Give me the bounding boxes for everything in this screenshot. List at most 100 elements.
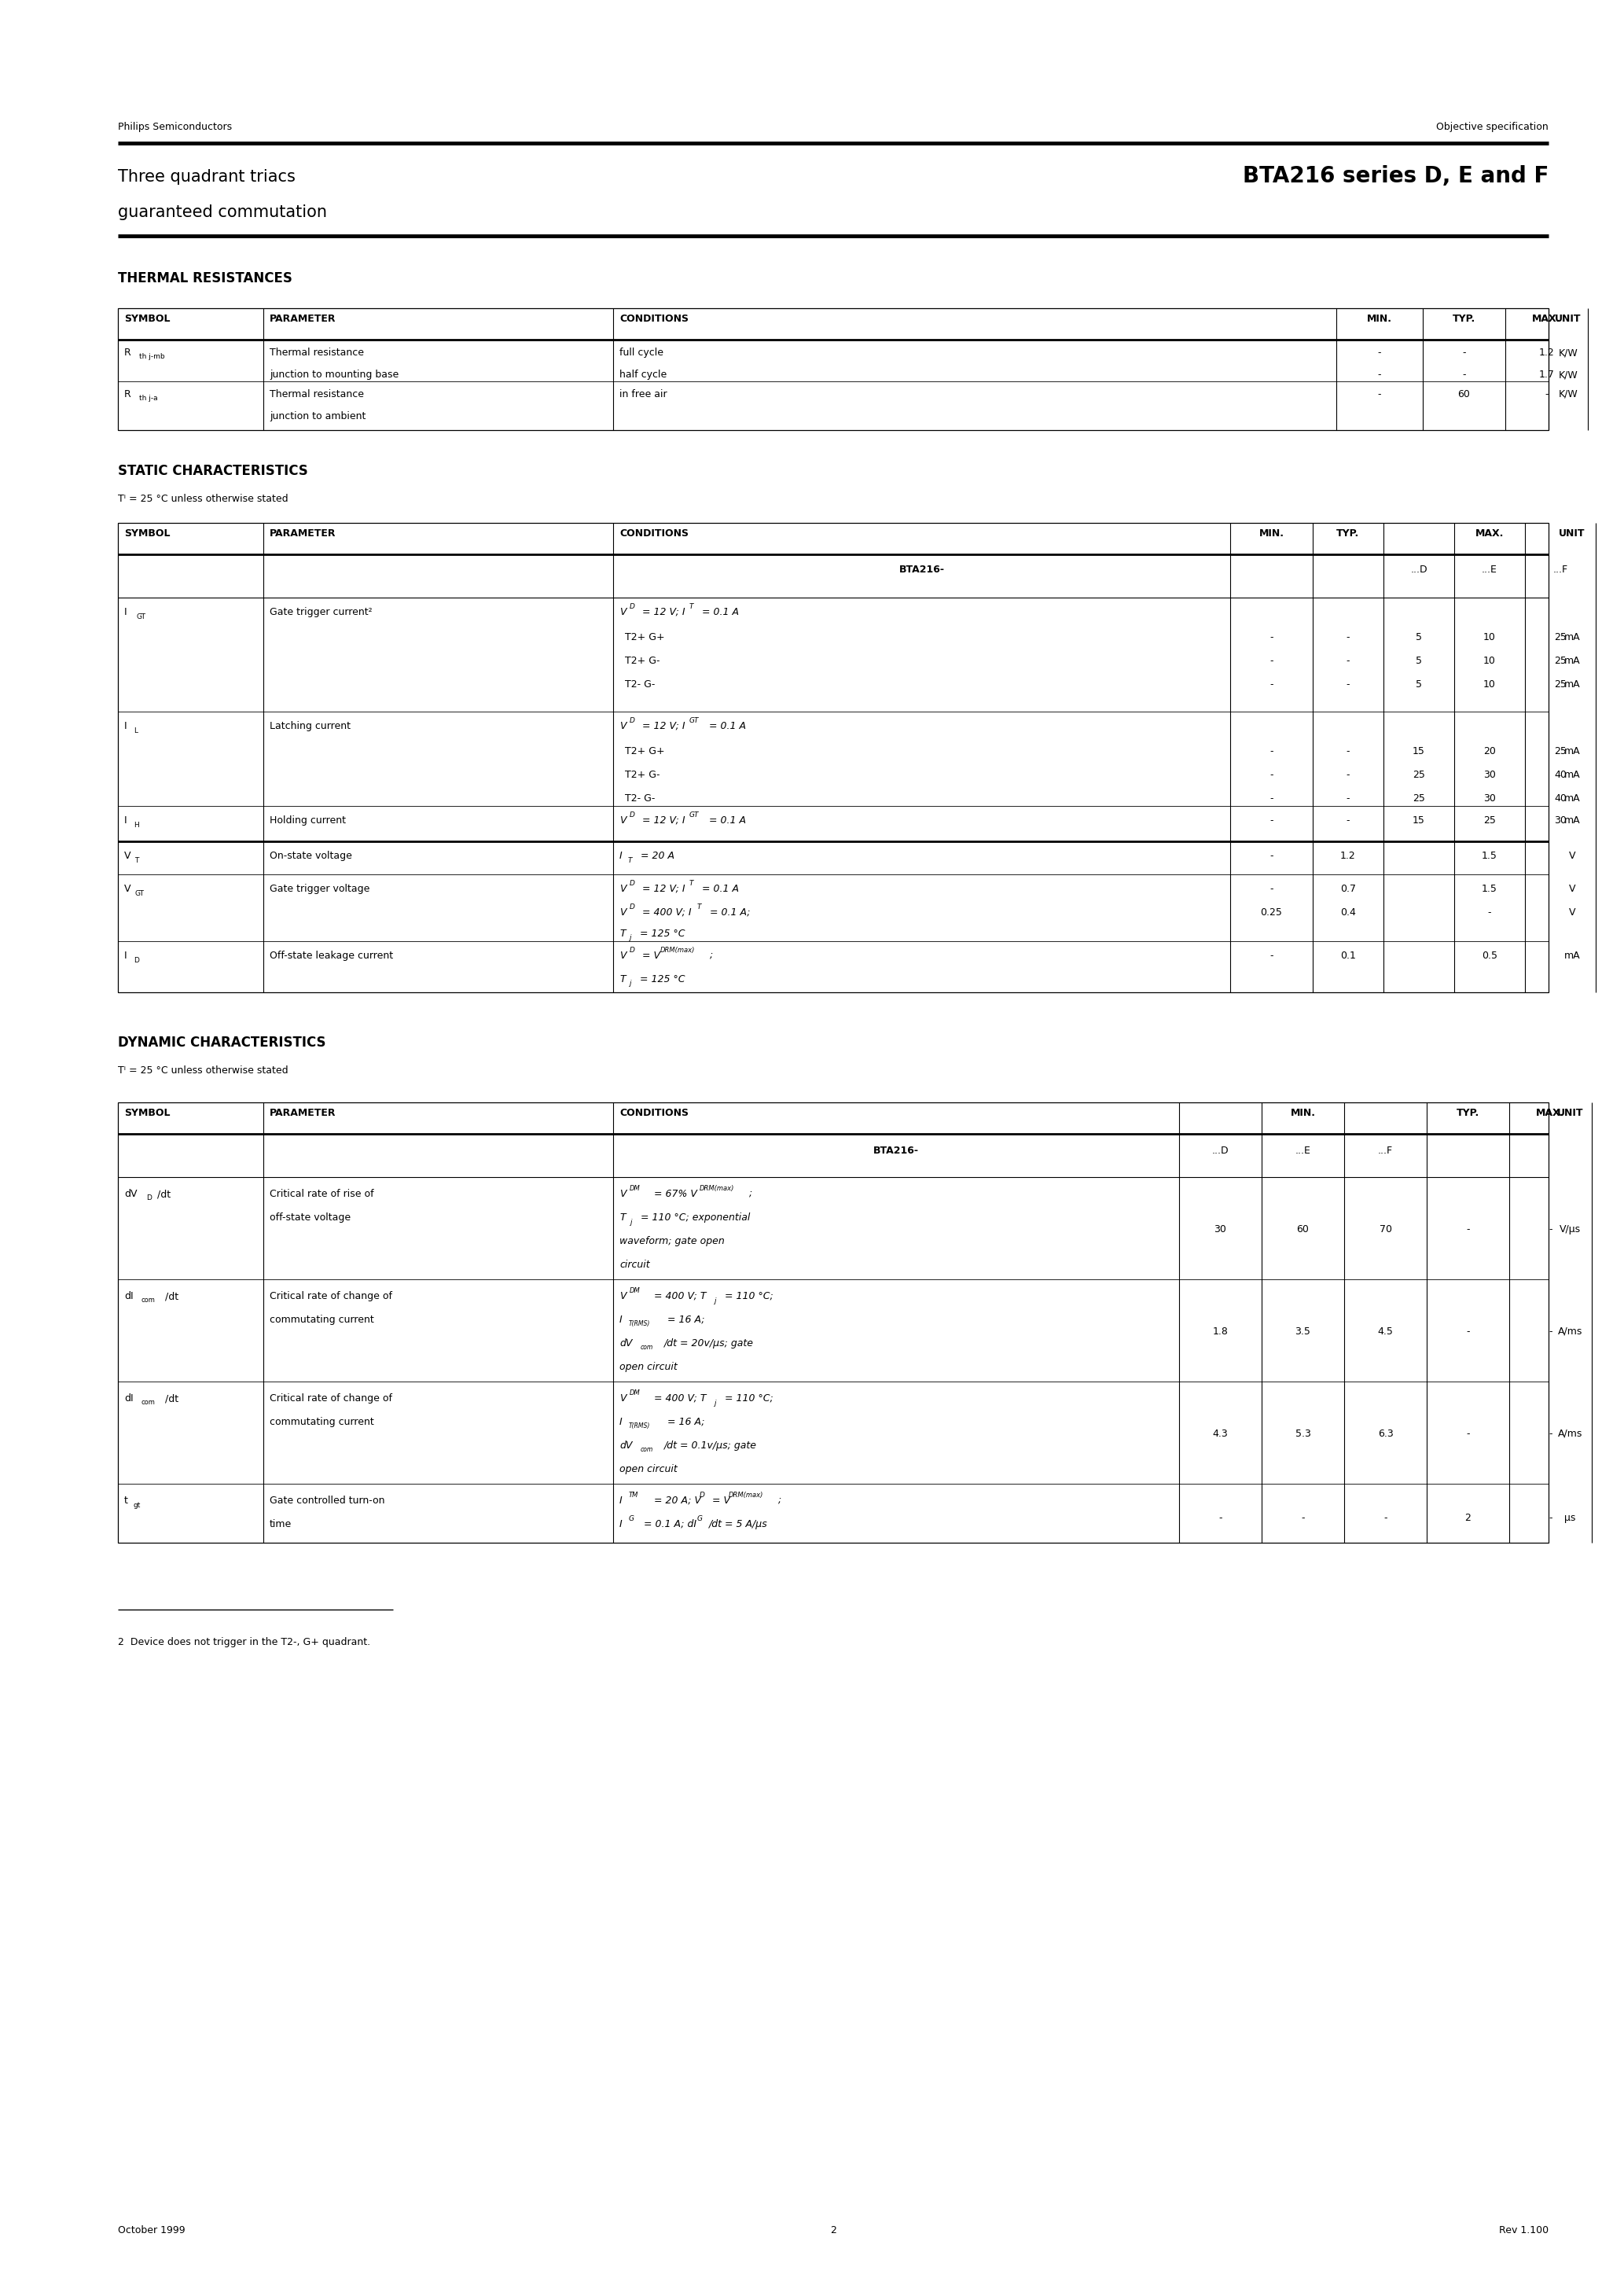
Text: -: -: [1270, 680, 1273, 689]
Text: = 0.1 A: = 0.1 A: [706, 721, 745, 730]
Text: T: T: [697, 902, 702, 912]
Text: -: -: [1488, 907, 1491, 918]
Text: 2: 2: [1465, 1513, 1471, 1522]
Text: Gate controlled turn-on: Gate controlled turn-on: [270, 1495, 385, 1506]
Text: I: I: [619, 1417, 622, 1428]
Text: 10: 10: [1483, 657, 1496, 666]
Text: j: j: [713, 1297, 716, 1304]
Text: -: -: [1346, 815, 1350, 827]
Text: = 400 V; I: = 400 V; I: [640, 907, 692, 918]
Text: GT: GT: [136, 613, 146, 620]
Text: 2: 2: [830, 2225, 836, 2236]
Text: GT: GT: [689, 716, 700, 723]
Text: Latching current: Latching current: [270, 721, 351, 730]
Text: Tⁱ = 25 °C unless otherwise stated: Tⁱ = 25 °C unless otherwise stated: [119, 494, 287, 505]
Text: T2+ G+: T2+ G+: [625, 631, 664, 643]
Text: Three quadrant triacs: Three quadrant triacs: [119, 170, 296, 184]
Text: V: V: [619, 1189, 627, 1199]
Text: ;: ;: [710, 951, 713, 960]
Text: 0.25: 0.25: [1260, 907, 1283, 918]
Text: 0.7: 0.7: [1340, 884, 1356, 893]
Text: D: D: [630, 902, 635, 912]
Text: time: time: [270, 1520, 292, 1529]
Text: -: -: [1270, 951, 1273, 960]
Text: = 0.1 A; dI: = 0.1 A; dI: [640, 1520, 697, 1529]
Text: GT: GT: [689, 810, 700, 820]
Text: Thermal resistance: Thermal resistance: [270, 347, 364, 358]
Text: PARAMETER: PARAMETER: [270, 528, 336, 540]
Text: 10: 10: [1483, 631, 1496, 643]
Text: T: T: [135, 856, 138, 863]
Text: /dt: /dt: [158, 1189, 171, 1199]
Text: waveform; gate open: waveform; gate open: [619, 1235, 724, 1247]
Text: K/W: K/W: [1559, 347, 1579, 358]
Text: 25: 25: [1554, 746, 1567, 755]
Text: H: H: [133, 822, 140, 829]
Text: Tⁱ = 25 °C unless otherwise stated: Tⁱ = 25 °C unless otherwise stated: [119, 1065, 287, 1075]
Text: -: -: [1346, 769, 1350, 781]
Text: dI: dI: [123, 1394, 133, 1403]
Text: V: V: [1569, 852, 1575, 861]
Text: 30: 30: [1483, 794, 1496, 804]
Text: Critical rate of change of: Critical rate of change of: [270, 1394, 393, 1403]
Text: V: V: [619, 606, 627, 618]
Text: V: V: [619, 907, 627, 918]
Bar: [119, 523, 1549, 992]
Text: -: -: [1346, 794, 1350, 804]
Text: 30: 30: [1215, 1224, 1226, 1235]
Text: UNIT: UNIT: [1557, 1109, 1583, 1118]
Text: j: j: [630, 1219, 632, 1226]
Text: I: I: [619, 1495, 622, 1506]
Text: A/ms: A/ms: [1557, 1327, 1582, 1336]
Text: = 20 A: = 20 A: [638, 852, 674, 861]
Text: j: j: [628, 980, 630, 987]
Text: MAX.: MAX.: [1533, 315, 1561, 324]
Text: SYMBOL: SYMBOL: [123, 315, 171, 324]
Text: Objective specification: Objective specification: [1436, 122, 1549, 133]
Text: 1.2: 1.2: [1540, 347, 1554, 358]
Text: I: I: [123, 721, 127, 730]
Text: -: -: [1346, 746, 1350, 755]
Text: com: com: [640, 1343, 653, 1350]
Text: V: V: [619, 1290, 627, 1302]
Text: V: V: [619, 721, 627, 730]
Text: Holding current: Holding current: [270, 815, 346, 827]
Text: -: -: [1384, 1513, 1387, 1522]
Text: 10: 10: [1483, 680, 1496, 689]
Text: 0.4: 0.4: [1340, 907, 1356, 918]
Text: /dt = 0.1v/μs; gate: /dt = 0.1v/μs; gate: [664, 1440, 757, 1451]
Text: I: I: [123, 951, 127, 960]
Text: -: -: [1270, 884, 1273, 893]
Text: D: D: [630, 716, 635, 723]
Text: dV: dV: [123, 1189, 136, 1199]
Text: R: R: [123, 347, 132, 358]
Text: = 400 V; T: = 400 V; T: [651, 1290, 706, 1302]
Text: = 12 V; I: = 12 V; I: [640, 815, 685, 827]
Text: 5.3: 5.3: [1294, 1428, 1311, 1440]
Text: T: T: [628, 856, 632, 863]
Text: 60: 60: [1458, 390, 1470, 400]
Text: ...D: ...D: [1212, 1146, 1229, 1155]
Text: -: -: [1270, 794, 1273, 804]
Text: T(RMS): T(RMS): [628, 1320, 650, 1327]
Text: 25: 25: [1554, 631, 1567, 643]
Text: ...E: ...E: [1294, 1146, 1311, 1155]
Text: G: G: [697, 1515, 703, 1522]
Text: 5: 5: [1416, 657, 1423, 666]
Text: = 0.1 A: = 0.1 A: [698, 884, 739, 893]
Text: TYP.: TYP.: [1337, 528, 1359, 540]
Text: TYP.: TYP.: [1457, 1109, 1479, 1118]
Text: = 0.1 A;: = 0.1 A;: [706, 907, 750, 918]
Text: DYNAMIC CHARACTERISTICS: DYNAMIC CHARACTERISTICS: [119, 1035, 326, 1049]
Text: 40: 40: [1554, 769, 1567, 781]
Text: D: D: [630, 946, 635, 953]
Text: = 125 °C: = 125 °C: [637, 974, 685, 985]
Text: -: -: [1377, 390, 1382, 400]
Text: D: D: [146, 1194, 151, 1201]
Text: K/W: K/W: [1559, 370, 1579, 379]
Text: -: -: [1270, 746, 1273, 755]
Text: open circuit: open circuit: [619, 1362, 677, 1373]
Text: T: T: [689, 604, 693, 611]
Text: 25: 25: [1483, 815, 1496, 827]
Text: 3.5: 3.5: [1294, 1327, 1311, 1336]
